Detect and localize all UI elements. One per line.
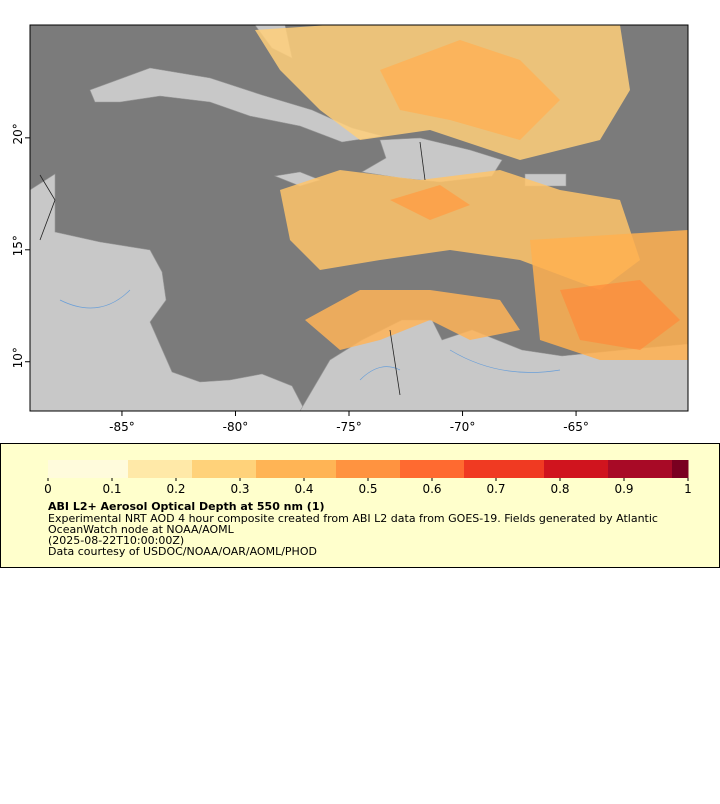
- colorbar-tick-label: 0.4: [294, 482, 313, 496]
- y-tick-label: 20°: [11, 123, 25, 144]
- colorbar: 0 0.1 0.2 0.3 0.4 0.5 0.6 0.7 0.8 0.9 1: [44, 460, 692, 496]
- colorbar-step: [240, 460, 257, 478]
- colorbar-step: [224, 460, 241, 478]
- colorbar-step: [48, 460, 65, 478]
- rivers: [59, 289, 561, 381]
- colorbar-step: [96, 460, 113, 478]
- colorbar-step: [576, 460, 593, 478]
- legend: 0 0.1 0.2 0.3 0.4 0.5 0.6 0.7 0.8 0.9 1 ABI L2+ Ae…: [0, 443, 720, 568]
- x-tick-label: -80°: [223, 420, 249, 434]
- colorbar-step: [624, 460, 641, 478]
- colorbar-step: [112, 460, 129, 478]
- colorbar-tick-label: 0.3: [230, 482, 249, 496]
- legend-title: ABI L2+ Aerosol Optical Depth at 550 nm …: [48, 500, 325, 513]
- colorbar-step: [256, 460, 273, 478]
- x-tick-label: -65°: [563, 420, 589, 434]
- colorbar-tick-label: 0.6: [422, 482, 441, 496]
- colorbar-tick-label: 0: [44, 482, 52, 496]
- colorbar-step: [432, 460, 449, 478]
- map-frame: [29, 24, 689, 412]
- colorbar-step: [80, 460, 97, 478]
- colorbar-tick-label: 1: [684, 482, 692, 496]
- map: [30, 25, 688, 411]
- colorbar-step: [592, 460, 609, 478]
- colorbar-tick-label: 0.2: [166, 482, 185, 496]
- colorbar-step: [64, 460, 81, 478]
- colorbar-step: [448, 460, 465, 478]
- colorbar-step: [608, 460, 625, 478]
- legend-description: OceanWatch node at NOAA/AOML: [48, 523, 235, 536]
- colorbar-step: [304, 460, 321, 478]
- x-tick-label: -75°: [336, 420, 362, 434]
- colorbar-step: [320, 460, 337, 478]
- legend-description: Experimental NRT AOD 4 hour composite cr…: [48, 512, 658, 525]
- colorbar-step: [416, 460, 433, 478]
- axes: -85° -80° -75° -70° -65° 10° 15° 20°: [11, 123, 589, 434]
- colorbar-step: [480, 460, 497, 478]
- x-tick-label: -70°: [450, 420, 476, 434]
- colorbar-step: [144, 460, 161, 478]
- colorbar-step: [336, 460, 353, 478]
- borders: [39, 141, 426, 396]
- colorbar-step: [528, 460, 545, 478]
- legend-time: (2025-08-22T10:00:00Z): [48, 534, 184, 547]
- colorbar-step: [208, 460, 225, 478]
- aerosol: [255, 25, 688, 360]
- colorbar-tick-label: 0.5: [358, 482, 377, 496]
- colorbar-step: [544, 460, 561, 478]
- colorbar-step: [368, 460, 385, 478]
- colorbar-step: [656, 460, 673, 478]
- colorbar-step: [672, 460, 689, 478]
- colorbar-tick-label: 0.9: [614, 482, 633, 496]
- colorbar-step: [272, 460, 289, 478]
- colorbar-step: [192, 460, 209, 478]
- colorbar-step: [560, 460, 577, 478]
- colorbar-step: [128, 460, 145, 478]
- y-tick-label: 10°: [11, 347, 25, 368]
- legend-credit: Data courtesy of USDOC/NOAA/OAR/AOML/PHO…: [48, 545, 317, 558]
- x-tick-label: -85°: [109, 420, 135, 434]
- colorbar-step: [352, 460, 369, 478]
- y-tick-label: 15°: [11, 235, 25, 256]
- colorbar-step: [464, 460, 481, 478]
- colorbar-tick-label: 0.1: [102, 482, 121, 496]
- colorbar-step: [640, 460, 657, 478]
- colorbar-tick-label: 0.8: [550, 482, 569, 496]
- colorbar-step: [384, 460, 401, 478]
- colorbar-tick-label: 0.7: [486, 482, 505, 496]
- colorbar-step: [288, 460, 305, 478]
- colorbar-step: [400, 460, 417, 478]
- colorbar-step: [160, 460, 177, 478]
- colorbar-step: [496, 460, 513, 478]
- colorbar-step: [176, 460, 193, 478]
- colorbar-step: [512, 460, 529, 478]
